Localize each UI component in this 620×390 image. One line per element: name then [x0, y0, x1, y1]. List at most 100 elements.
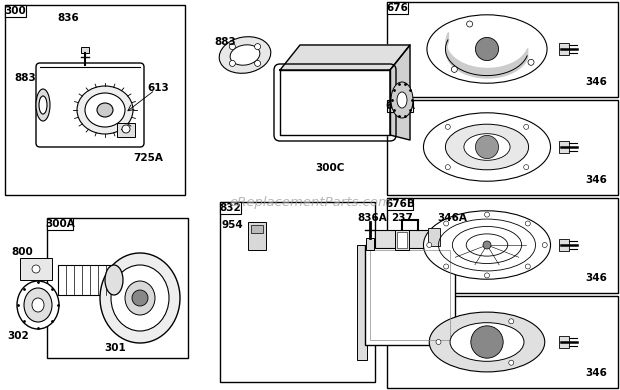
Text: 302: 302	[7, 331, 29, 341]
Polygon shape	[390, 45, 410, 140]
Ellipse shape	[111, 265, 169, 331]
Ellipse shape	[100, 253, 180, 343]
Circle shape	[427, 243, 432, 248]
Ellipse shape	[97, 103, 113, 117]
Ellipse shape	[445, 124, 529, 170]
Ellipse shape	[85, 93, 125, 127]
Bar	[387, 198, 413, 210]
Ellipse shape	[427, 15, 547, 83]
Circle shape	[32, 265, 40, 273]
Text: 676B: 676B	[385, 199, 415, 209]
Ellipse shape	[230, 45, 260, 65]
Text: 883: 883	[14, 73, 36, 83]
Ellipse shape	[105, 265, 123, 295]
Text: 954: 954	[221, 220, 243, 230]
Circle shape	[445, 165, 450, 170]
Bar	[395, 230, 409, 250]
Bar	[559, 141, 569, 153]
Circle shape	[444, 221, 449, 226]
Text: 613: 613	[147, 83, 169, 93]
Text: eReplacementParts.com: eReplacementParts.com	[229, 196, 391, 209]
Text: 301: 301	[104, 343, 126, 353]
Circle shape	[255, 60, 260, 66]
Circle shape	[542, 243, 547, 248]
Ellipse shape	[464, 134, 510, 160]
Ellipse shape	[24, 288, 52, 322]
Circle shape	[445, 124, 450, 129]
Bar	[220, 202, 241, 214]
Text: 725A: 725A	[133, 153, 163, 163]
Circle shape	[509, 319, 514, 324]
Text: 300C: 300C	[316, 163, 345, 173]
Text: 237: 237	[391, 213, 413, 223]
Polygon shape	[280, 45, 410, 70]
Bar	[20, 258, 52, 280]
Bar	[559, 239, 569, 251]
Bar	[387, 100, 618, 195]
Circle shape	[229, 44, 236, 50]
Text: 883: 883	[214, 37, 236, 47]
Bar	[387, 296, 407, 308]
Circle shape	[476, 135, 498, 159]
Circle shape	[524, 165, 529, 170]
Text: 346: 346	[585, 175, 607, 185]
Circle shape	[255, 44, 260, 50]
Bar	[370, 250, 450, 340]
Circle shape	[528, 59, 534, 65]
Text: 300A: 300A	[45, 219, 75, 229]
Bar	[397, 232, 407, 248]
Circle shape	[451, 66, 458, 73]
Ellipse shape	[423, 113, 551, 181]
Circle shape	[525, 221, 530, 226]
Circle shape	[467, 21, 472, 27]
FancyBboxPatch shape	[36, 63, 144, 147]
Text: 346A: 346A	[437, 213, 467, 223]
Circle shape	[122, 125, 130, 133]
Ellipse shape	[219, 37, 271, 73]
Bar	[47, 218, 73, 230]
Bar	[387, 100, 413, 112]
Bar	[387, 2, 618, 97]
Circle shape	[525, 264, 530, 269]
Circle shape	[484, 273, 490, 278]
Bar	[387, 2, 407, 14]
Ellipse shape	[397, 92, 407, 108]
Text: 300: 300	[4, 6, 26, 16]
Circle shape	[471, 326, 503, 358]
Text: 346: 346	[585, 368, 607, 378]
Bar	[81, 47, 89, 53]
Bar	[559, 43, 569, 55]
Ellipse shape	[36, 89, 50, 121]
Ellipse shape	[450, 323, 524, 361]
Ellipse shape	[77, 86, 133, 134]
Ellipse shape	[17, 281, 59, 329]
Ellipse shape	[39, 96, 47, 114]
Bar	[58, 265, 114, 295]
Ellipse shape	[125, 281, 155, 315]
Bar	[366, 238, 374, 250]
Bar	[5, 5, 25, 17]
Text: 836: 836	[57, 13, 79, 23]
Circle shape	[476, 37, 498, 60]
Bar	[220, 202, 375, 382]
Text: 994: 994	[386, 297, 408, 307]
Circle shape	[483, 241, 491, 249]
Bar	[375, 230, 445, 248]
Bar	[387, 198, 618, 293]
Circle shape	[524, 124, 529, 129]
Circle shape	[132, 290, 148, 306]
Bar	[5, 5, 185, 195]
Bar	[428, 228, 440, 246]
Bar	[357, 245, 367, 360]
Polygon shape	[280, 70, 390, 135]
Text: 800: 800	[11, 247, 33, 257]
Text: 676: 676	[386, 3, 408, 13]
Text: 346: 346	[585, 77, 607, 87]
Circle shape	[229, 60, 236, 66]
Ellipse shape	[391, 82, 413, 118]
Bar	[248, 222, 266, 250]
Circle shape	[436, 340, 441, 344]
Bar	[117, 123, 135, 137]
Bar	[365, 245, 455, 345]
Ellipse shape	[32, 298, 44, 312]
